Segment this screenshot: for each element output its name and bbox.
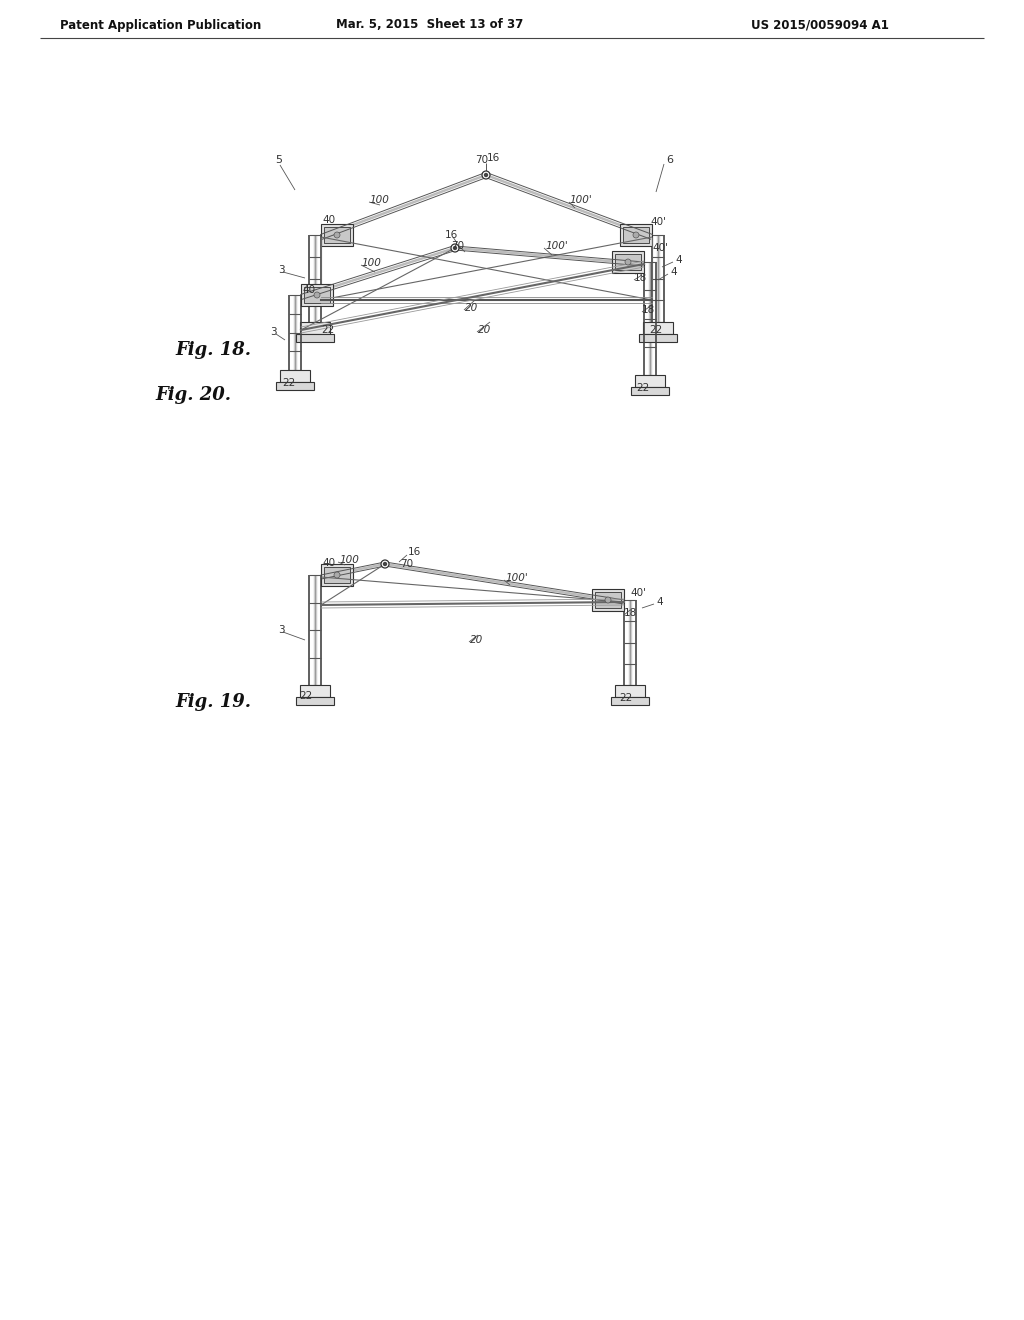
Bar: [631, 387, 669, 395]
Circle shape: [605, 597, 611, 603]
Text: 20: 20: [465, 304, 478, 313]
Bar: [620, 224, 652, 246]
Bar: [304, 286, 330, 304]
Text: 70: 70: [400, 558, 413, 569]
Circle shape: [334, 232, 340, 238]
Text: 3: 3: [278, 265, 285, 275]
Circle shape: [633, 232, 639, 238]
Text: 6: 6: [666, 154, 673, 165]
Text: 16: 16: [445, 230, 459, 240]
Text: 18: 18: [642, 305, 655, 315]
Text: 18: 18: [624, 609, 637, 618]
Bar: [280, 370, 310, 381]
Bar: [595, 591, 621, 609]
Bar: [324, 568, 350, 583]
Text: 4: 4: [656, 597, 663, 607]
Text: Fig. 20.: Fig. 20.: [155, 385, 231, 404]
Bar: [296, 334, 334, 342]
Bar: [643, 322, 673, 334]
Circle shape: [451, 244, 459, 252]
Text: 5: 5: [275, 154, 282, 165]
Bar: [612, 251, 644, 273]
Bar: [321, 564, 353, 586]
Text: 22: 22: [649, 325, 663, 335]
Text: 100: 100: [340, 554, 359, 565]
Bar: [276, 381, 314, 389]
Circle shape: [625, 259, 631, 265]
Circle shape: [334, 572, 340, 578]
Circle shape: [314, 292, 319, 298]
Text: 40': 40': [652, 243, 668, 253]
Text: US 2015/0059094 A1: US 2015/0059094 A1: [751, 18, 889, 32]
Text: 3: 3: [278, 624, 285, 635]
Text: 100: 100: [370, 195, 390, 205]
Text: 40': 40': [650, 216, 666, 227]
Text: 40: 40: [322, 215, 335, 224]
Text: Patent Application Publication: Patent Application Publication: [60, 18, 261, 32]
Text: 70: 70: [451, 242, 464, 251]
Text: Fig. 18.: Fig. 18.: [175, 341, 251, 359]
Text: 22: 22: [618, 693, 632, 704]
Text: 40: 40: [302, 285, 315, 294]
Circle shape: [384, 562, 386, 565]
Text: Fig. 19.: Fig. 19.: [175, 693, 251, 711]
Bar: [623, 227, 649, 243]
Text: 100': 100': [545, 242, 567, 251]
Text: 16: 16: [408, 546, 421, 557]
Circle shape: [381, 560, 389, 568]
Bar: [592, 589, 624, 611]
Bar: [615, 253, 641, 271]
Bar: [300, 685, 330, 697]
Bar: [611, 697, 649, 705]
Text: 40': 40': [630, 587, 646, 598]
Text: 100: 100: [362, 257, 382, 268]
Bar: [639, 334, 677, 342]
Circle shape: [482, 172, 490, 180]
Text: 22: 22: [299, 690, 312, 701]
Circle shape: [454, 247, 457, 249]
Text: 3: 3: [270, 327, 276, 337]
Circle shape: [484, 173, 487, 177]
Text: 100': 100': [570, 195, 593, 205]
Bar: [635, 375, 665, 387]
Bar: [321, 224, 353, 246]
Text: 100': 100': [505, 573, 527, 583]
Text: 16: 16: [487, 153, 501, 162]
Bar: [301, 284, 333, 306]
Text: 18: 18: [634, 273, 647, 282]
Bar: [300, 322, 330, 334]
Text: 40: 40: [322, 558, 335, 568]
Bar: [324, 227, 350, 243]
Text: 22: 22: [282, 378, 295, 388]
Text: 4: 4: [675, 255, 682, 265]
Text: 70: 70: [475, 154, 488, 165]
Text: Mar. 5, 2015  Sheet 13 of 37: Mar. 5, 2015 Sheet 13 of 37: [336, 18, 523, 32]
Text: 4: 4: [670, 267, 677, 277]
Text: 22: 22: [321, 325, 334, 335]
Bar: [615, 685, 645, 697]
Text: 20: 20: [470, 635, 483, 645]
Bar: [296, 697, 334, 705]
Text: 22: 22: [636, 383, 649, 393]
Text: 20: 20: [478, 325, 492, 335]
